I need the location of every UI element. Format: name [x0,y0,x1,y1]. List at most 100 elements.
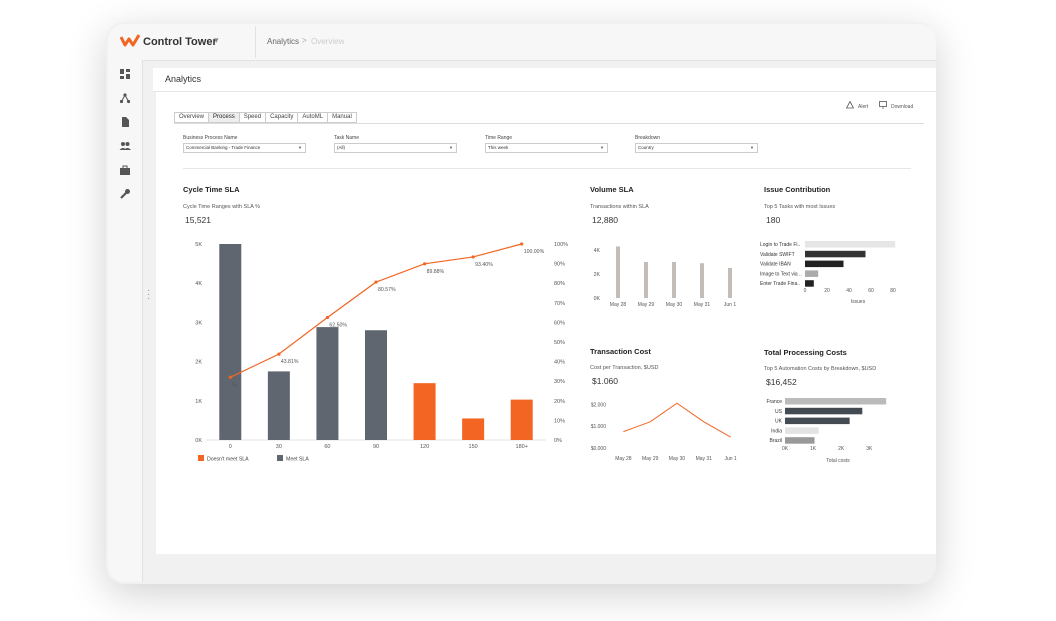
y2-tick-label: 0% [554,438,562,444]
x-tick-label: May 31 [696,456,713,462]
x-tick-label: Jun 1 [724,302,736,308]
sla-percent-point [422,262,427,266]
task-name-select[interactable]: (All) ▼ [334,143,457,153]
volume-bar [700,263,704,298]
meet-sla-bar [267,371,290,440]
divider [174,123,924,124]
briefcase-icon[interactable] [119,164,131,176]
page-header: Analytics [153,68,936,92]
document-icon[interactable] [119,116,131,128]
dashboard-icon[interactable] [119,68,131,80]
sla-percent-label: 100.00% [524,249,545,255]
x-tick-label: 120 [420,444,429,450]
process-flow-icon[interactable] [119,92,131,104]
download-icon[interactable] [879,101,887,109]
wrench-icon[interactable] [119,188,131,200]
transaction-cost-subtitle: Cost per Transaction, $USD [590,365,659,371]
category-label: US [775,409,783,415]
y2-tick-label: 10% [554,418,565,424]
sla-percent-point [277,352,281,356]
x-tick-label: 60 [324,444,330,450]
logo-icon [120,34,141,47]
y-tick-label: 4K [195,281,202,287]
sla-percent-label: 43.81% [281,359,299,365]
tab-speed[interactable]: Speed [238,112,266,123]
business-process-select[interactable]: Commercial Banking - Trade Finance ▼ [183,143,306,153]
tab-automl[interactable]: AutoML [297,112,328,123]
issue-bar [805,241,896,248]
processing-costs-value: $16,452 [766,377,797,387]
issue-contribution-value: 180 [766,215,781,225]
select-value: Country [638,145,654,150]
transaction-cost-title: Transaction Cost [590,347,651,356]
app-title[interactable]: Control Tower [143,36,217,48]
x-tick-label: 3K [866,446,873,452]
chevron-down-icon: ▼ [750,145,754,150]
x-tick-label: May 30 [669,456,686,462]
volume-bar [644,262,648,298]
tab-manual[interactable]: Manual [327,112,357,123]
y-tick-label: $1.000 [591,424,607,430]
breadcrumb-analytics[interactable]: Analytics [267,37,300,46]
legend-swatch-dark [277,455,283,461]
transaction-cost-value: $1.060 [592,376,618,386]
processing-costs-subtitle: Top 5 Automation Costs by Breakdown, $US… [764,366,877,372]
x-tick-label: 0 [804,288,807,294]
time-range-select[interactable]: This week ▼ [485,143,608,153]
volume-bar [672,262,676,298]
x-tick-label: 0 [229,444,232,450]
y2-tick-label: 30% [554,379,565,385]
y-tick-label: 1K [195,399,202,405]
issue-bar [805,250,866,258]
users-icon[interactable] [119,140,131,152]
page-title: Analytics [165,74,202,84]
issue-contribution-chart: Login to Trade Fi.. Validate SWIFT Validat… [760,241,896,305]
cycle-time-subtitle: Cycle Time Ranges with SLA % [183,204,261,210]
alert-icon[interactable] [846,101,854,109]
volume-bar [616,246,620,298]
volume-bar [728,268,732,298]
chevron-down-icon: ▼ [449,145,453,150]
category-label: Brazil [769,438,782,444]
x-tick-label: 20 [824,288,830,294]
tab-capacity[interactable]: Capacity [265,112,298,123]
y2-tick-label: 70% [554,301,565,307]
breakdown-select[interactable]: Country ▼ [635,143,758,153]
meet-sla-bar [316,327,339,440]
select-value: This week [488,145,509,150]
select-value: Commercial Banking - Trade Finance [186,145,261,150]
sla-percent-point [520,242,524,246]
filter-label: Time Range [485,135,513,141]
transaction-cost-chart: $0.000 $1.000 $2.000 May 28 May 29 May 30 May … [591,402,737,462]
y2-tick-label: 90% [554,262,565,268]
main-panel: Analytics Alert Download Overview Process… [153,68,936,554]
y-tick-label: 5K [195,242,202,248]
left-nav [108,60,143,582]
cost-bar [785,398,887,405]
x-tick-label: 90 [373,444,379,450]
x-tick-label: May 30 [666,302,683,308]
meet-sla-bar [219,244,242,440]
x-tick-label: 150 [469,444,478,450]
tab-overview[interactable]: Overview [174,112,209,123]
category-label: India [771,428,782,434]
issue-contribution-subtitle: Top 5 Tasks with most Issues [764,204,836,210]
tab-process[interactable]: Process [208,112,239,123]
y2-tick-label: 50% [554,340,565,346]
alert-button[interactable]: Alert [858,104,869,110]
y-tick-label: 2K [195,360,202,366]
x-axis-label: Issues [851,299,866,305]
cost-bar [785,427,819,434]
download-button[interactable]: Download [891,104,914,110]
x-tick-label: May 29 [642,456,659,462]
sla-percent-point [228,375,232,379]
issue-bar [805,260,844,268]
sla-percent-label: 89.88% [427,269,445,275]
breadcrumb-overview[interactable]: Overview [311,37,345,46]
resize-handle-icon[interactable]: · · · [147,285,151,304]
y2-tick-label: 80% [554,281,565,287]
cycle-time-title: Cycle Time SLA [183,185,240,194]
volume-sla-title: Volume SLA [590,185,634,194]
app-switcher-caret-icon[interactable]: ▾ [214,35,219,45]
